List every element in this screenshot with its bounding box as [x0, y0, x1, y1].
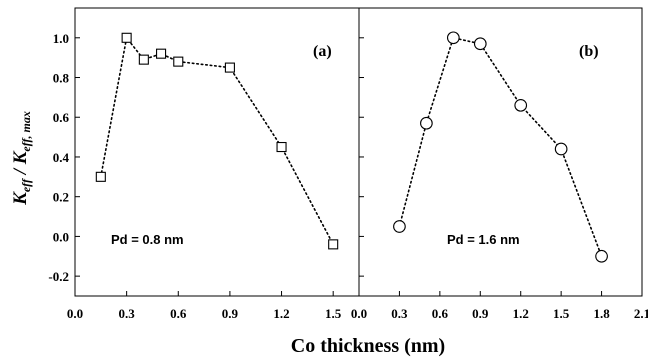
x-tick-label: 0.9	[222, 306, 239, 321]
panel-label: (a)	[313, 43, 332, 60]
x-tick-label: 0.0	[351, 306, 367, 321]
panel-annotation: Pd = 1.6 nm	[447, 232, 520, 247]
data-point	[473, 37, 487, 51]
plot-frame	[358, 7, 643, 297]
series-line	[398, 36, 603, 258]
data-point	[224, 62, 235, 73]
data-point	[173, 56, 184, 67]
data-point	[446, 31, 460, 45]
x-tick-label: 0.9	[472, 306, 489, 321]
x-tick-label: 1.8	[593, 306, 610, 321]
x-tick-label: 1.2	[273, 306, 289, 321]
x-axis-title: Co thickness (nm)	[291, 335, 445, 357]
data-point	[328, 239, 339, 250]
y-tick-label: 0.6	[53, 110, 70, 125]
x-tick-label: 1.2	[513, 306, 529, 321]
y-tick-label: -0.2	[48, 269, 69, 284]
x-tick-label: 0.6	[432, 306, 449, 321]
x-tick-label: 1.5	[325, 306, 342, 321]
y-tick-label: 0.0	[53, 229, 69, 244]
y-axis-title-sub2: eff, max	[19, 111, 33, 151]
data-point	[138, 54, 149, 65]
x-tick-label: 0.3	[119, 306, 136, 321]
x-tick-label: 0.6	[170, 306, 187, 321]
data-point	[595, 249, 608, 263]
data-point	[121, 32, 132, 43]
x-tick-label: 1.5	[553, 306, 570, 321]
data-point	[514, 98, 528, 112]
panel-annotation: Pd = 0.8 nm	[111, 232, 184, 247]
y-tick-label: 0.8	[53, 71, 70, 86]
y-axis-title-k2: K	[10, 150, 31, 165]
series-line	[100, 35, 335, 246]
y-axis-title-k1: K	[10, 191, 31, 206]
data-point	[554, 142, 568, 156]
y-axis-title: Keff / Keff, max	[10, 111, 33, 206]
data-point	[420, 116, 433, 130]
y-tick-label: 0.4	[53, 150, 70, 165]
x-tick-label: 0.3	[391, 306, 408, 321]
x-tick-label: 0.0	[67, 306, 83, 321]
y-tick-label: 1.0	[53, 31, 69, 46]
panel-b: 0.0 0.3 0.6 0.9 1.2 1.5 1.8 2.1 (b) Pd = 1.6 nm	[351, 7, 648, 321]
x-tick-label: 2.1	[634, 306, 648, 321]
data-point	[156, 48, 167, 59]
panel-a: 0.0 0.3 0.6 0.9 1.2 1.5 1.0 0.8 0.6 0.4 0.2 0.0 -0.2…	[48, 7, 360, 321]
data-point	[393, 220, 406, 233]
y-axis-title-sep: /	[10, 164, 31, 179]
panel-label: (b)	[579, 43, 599, 60]
data-point	[95, 171, 106, 182]
y-tick-label: 0.2	[53, 190, 69, 205]
data-point	[276, 141, 287, 153]
y-axis-title-sub1: eff	[19, 178, 33, 192]
